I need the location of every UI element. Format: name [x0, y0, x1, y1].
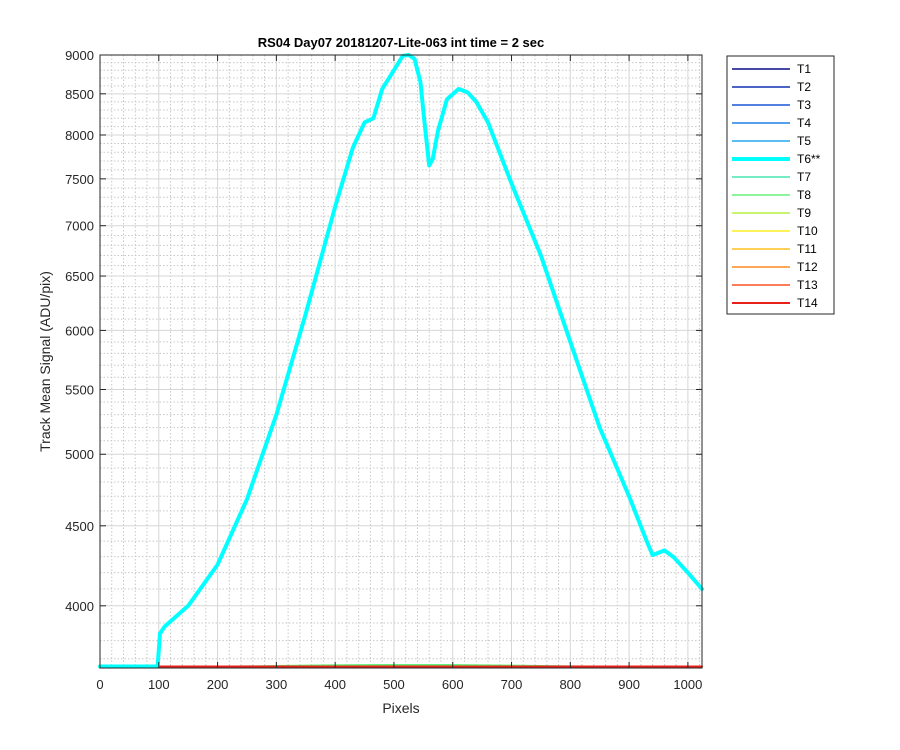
y-tick-label: 4500	[65, 519, 94, 534]
legend-entry: T2	[797, 80, 811, 94]
x-tick-label: 500	[383, 677, 405, 692]
y-tick-label: 5000	[65, 447, 94, 462]
y-tick-label: 7500	[65, 172, 94, 187]
y-tick-label: 8500	[65, 87, 94, 102]
x-tick-label: 0	[96, 677, 103, 692]
legend-entry: T3	[797, 98, 811, 112]
x-tick-label: 700	[501, 677, 523, 692]
y-tick-label: 4000	[65, 599, 94, 614]
legend-entry: T13	[797, 278, 818, 292]
legend: T1 T2 T3 T4 T5 T6** T7 T8 T9 T10 T11 T12 T13 T14	[726, 55, 835, 315]
legend-entry: T11	[797, 242, 817, 256]
y-axis-label: Track Mean Signal (ADU/pix)	[37, 271, 53, 452]
x-tick-label: 100	[148, 677, 170, 692]
legend-entry: T8	[797, 188, 811, 202]
legend-entry: T6**	[797, 152, 821, 166]
series-line-t6	[98, 53, 704, 669]
legend-entry: T7	[797, 170, 811, 184]
y-tick-label: 5500	[65, 383, 94, 398]
legend-box	[726, 55, 835, 315]
legend-entry: T9	[797, 206, 811, 220]
legend-entry: T14	[797, 296, 818, 310]
legend-entry: T4	[797, 116, 811, 130]
x-tick-label: 200	[207, 677, 229, 692]
x-tick-label: 1000	[673, 677, 702, 692]
x-tick-label: 300	[266, 677, 288, 692]
x-tick-label: 900	[618, 677, 640, 692]
legend-entry: T5	[797, 134, 811, 148]
series-lines	[98, 53, 704, 669]
x-tick-label: 800	[559, 677, 581, 692]
plot-frame	[99, 54, 703, 669]
axis-ticks: 0 100 200 300 400 500 600 700 800 900 1000 4000 4500…	[65, 48, 702, 692]
y-tick-label: 8000	[65, 128, 94, 143]
legend-entry: T12	[797, 260, 818, 274]
x-tick-label: 600	[442, 677, 464, 692]
y-tick-label: 6000	[65, 323, 94, 338]
legend-entry: T1	[797, 62, 811, 76]
chart-title: RS04 Day07 20181207-Lite-063 int time = …	[258, 35, 545, 50]
x-tick-label: 400	[324, 677, 346, 692]
legend-entry: T10	[797, 224, 818, 238]
y-tick-label: 7000	[65, 219, 94, 234]
grid	[99, 54, 702, 668]
x-axis-label: Pixels	[382, 700, 419, 716]
y-tick-label: 6500	[65, 269, 94, 284]
y-tick-label: 9000	[65, 48, 94, 63]
